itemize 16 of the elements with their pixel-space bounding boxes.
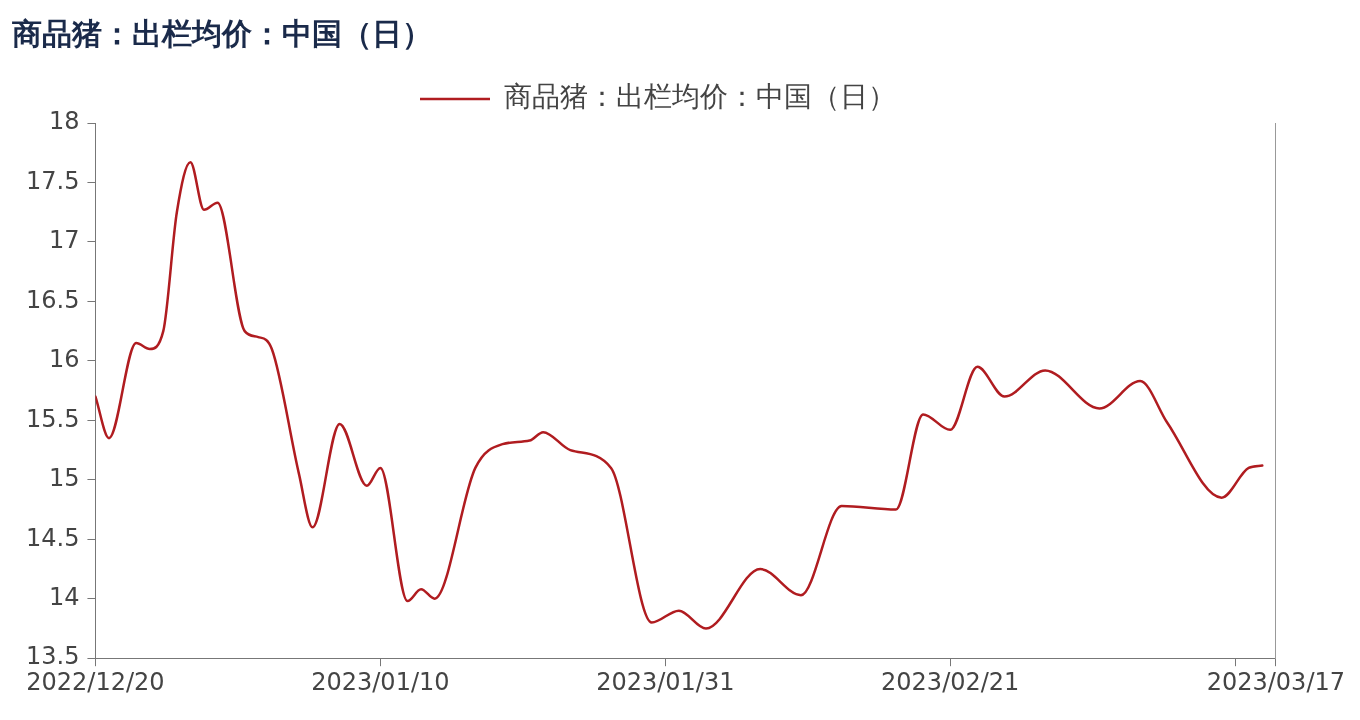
legend-label: 商品猪：出栏均价：中国（日） xyxy=(504,80,896,114)
chart-title: 商品猪：出栏均价：中国（日） xyxy=(11,15,433,53)
y-tick-label: 14 xyxy=(48,582,80,611)
y-tick-label: 16.5 xyxy=(26,285,80,314)
x-tick-label: 2023/01/31 xyxy=(596,667,735,696)
y-tick-label: 15.5 xyxy=(26,404,80,433)
x-tick-label: 2023/03/17 xyxy=(1206,667,1345,696)
y-tick-label: 16 xyxy=(48,345,80,374)
y-tick-label: 14.5 xyxy=(26,523,80,552)
x-tick-label: 2023/01/10 xyxy=(311,667,450,696)
y-tick-label: 17 xyxy=(48,226,80,255)
y-tick-label: 15 xyxy=(48,464,80,493)
line-series xyxy=(95,161,1264,630)
x-tick-label: 2023/02/21 xyxy=(881,667,1020,696)
y-tick-label: 18 xyxy=(48,107,80,136)
y-tick-label: 17.5 xyxy=(26,166,80,195)
